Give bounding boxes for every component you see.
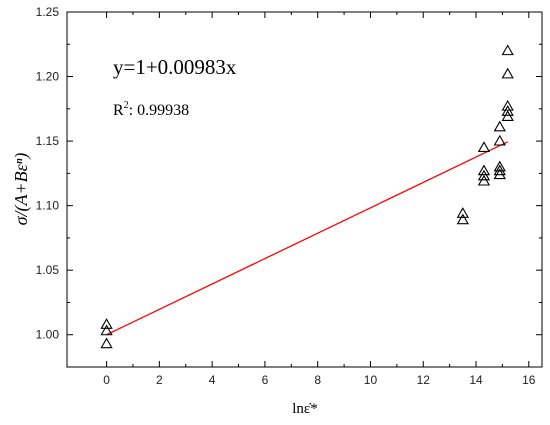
y-tick-label: 1.10 [36,199,60,213]
y-tick-label: 1.20 [36,70,60,84]
y-axis-ticks: 1.00 1.05 1.10 1.15 1.20 1.25 [36,5,542,368]
data-point [501,44,514,56]
data-point [493,134,506,146]
x-tick-label: 16 [522,373,536,387]
data-point [493,120,506,132]
x-tick-label: 6 [262,373,269,387]
data-point [100,324,113,336]
data-point [456,213,469,225]
y-tick-label: 1.05 [36,263,60,277]
data-point [501,105,514,116]
x-tick-label: 8 [314,373,321,387]
y-tick-label: 1.25 [36,5,60,19]
data-point [100,318,113,329]
r2-superscript: 2 [124,100,129,111]
x-tick-label: 0 [103,373,110,387]
r2-value: : 0.99938 [129,102,189,119]
data-point [501,110,514,122]
x-axis-ticks: 0 2 4 6 8 10 12 14 16 [103,12,536,387]
equation-annotation: y=1+0.00983x [113,55,237,79]
data-point [456,207,469,218]
data-point [493,160,506,172]
x-tick-label: 4 [209,373,216,387]
x-axis-label: lnε̇* [292,401,317,417]
data-point [477,164,491,176]
x-tick-label: 2 [156,373,163,387]
data-point [477,169,491,181]
data-point [477,141,491,152]
y-axis-label: σ/(A+Bεⁿ) [11,153,32,226]
x-tick-label: 10 [364,373,378,387]
y-tick-label: 1.00 [36,328,60,342]
r-squared-annotation: R2: 0.99938 [113,100,189,119]
data-point [493,164,506,176]
x-tick-label: 12 [417,373,431,387]
y-tick-label: 1.15 [36,134,60,148]
data-point [501,67,514,79]
r2-symbol: R [113,102,124,119]
data-point [501,99,514,111]
data-point [477,174,491,186]
fit-line [106,141,508,336]
plot-frame [66,11,543,368]
data-point [100,337,113,349]
data-points [100,44,514,349]
x-tick-label: 14 [469,373,483,387]
data-point [493,168,506,180]
